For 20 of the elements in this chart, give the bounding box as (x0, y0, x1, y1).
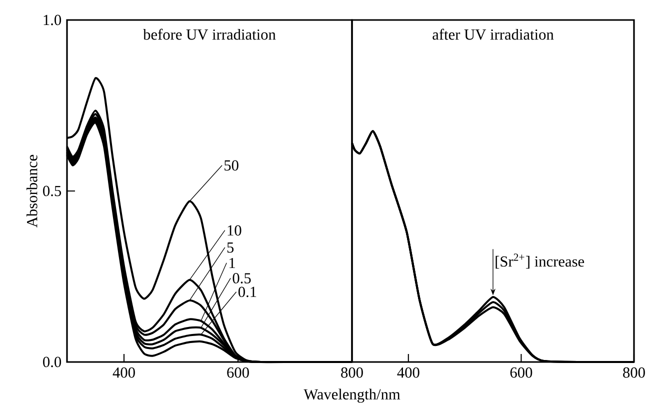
x-tick-label: 800 (341, 367, 363, 378)
x-tick-label: 400 (397, 367, 420, 378)
annotation: 0.5 (232, 273, 251, 284)
y-axis-title: Absorbance (26, 154, 38, 228)
y-tick-label: 1.0 (44, 14, 62, 26)
annotation: 50 (224, 160, 238, 171)
x-tick-label: 800 (623, 367, 645, 378)
x-tick-label: 400 (112, 367, 135, 378)
y-tick-label: 0.0 (43, 356, 62, 368)
annotation: 10 (228, 225, 242, 236)
x-tick-label: 600 (510, 367, 532, 378)
x-axis-title: Wavelength/nm (304, 388, 400, 403)
chart-title: after UV irradiation (432, 28, 554, 40)
chart-title: before UV irradiation (143, 28, 276, 40)
x-tick-label: 600 (227, 367, 249, 378)
annotation: [Sr$^{2+}$] increase (496, 254, 584, 269)
y-tick-label: 0.5 (43, 186, 62, 196)
annotation: 5 (227, 242, 234, 253)
annotation: 1 (230, 258, 235, 268)
annotation: 0.1 (238, 286, 256, 298)
